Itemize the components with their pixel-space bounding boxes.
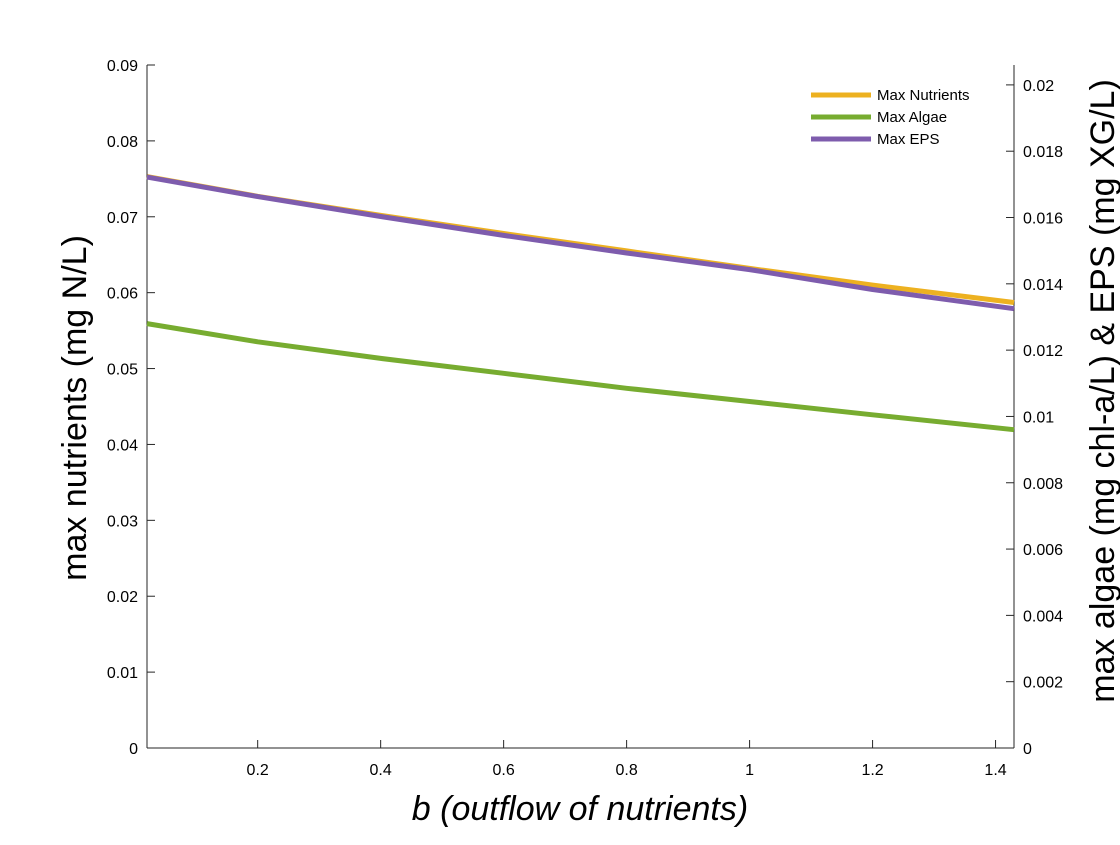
x-axis-title: b (outflow of nutrients) [412, 790, 748, 828]
series-lines [146, 174, 1015, 433]
x-tick-label: 0.4 [370, 762, 392, 779]
right-y-tick-label: 0.012 [1023, 343, 1063, 360]
x-tick-label: 0.6 [493, 762, 515, 779]
left-y-tick-label: 0.08 [107, 134, 138, 151]
series-line-max-algae [146, 321, 1015, 433]
x-tick-label: 0.8 [615, 762, 637, 779]
legend: Max Nutrients Max Algae Max EPS [811, 87, 970, 148]
right-y-tick-label: 0.018 [1023, 144, 1063, 161]
right-y-tick-label: 0.014 [1023, 277, 1063, 294]
left-y-axis-ticks: 0 0.01 0.02 0.03 0.04 0.05 0.06 0.07 0.08 0.09 [107, 58, 155, 758]
left-y-tick-label: 0.09 [107, 58, 138, 75]
right-y-tick-label: 0.01 [1023, 409, 1054, 426]
legend-label: Max Nutrients [877, 87, 970, 104]
right-y-tick-label: 0 [1023, 741, 1032, 758]
left-y-tick-label: 0.06 [107, 286, 138, 303]
left-y-tick-label: 0.02 [107, 589, 138, 606]
right-y-axis-ticks: 0 0.002 0.004 0.006 0.008 0.01 0.012 0.014 0.016… [1006, 78, 1063, 758]
left-y-tick-label: 0.01 [107, 665, 138, 682]
left-y-axis-title: max nutrients (mg N/L) [56, 235, 94, 581]
right-y-tick-label: 0.02 [1023, 78, 1054, 95]
right-y-tick-label: 0.006 [1023, 542, 1063, 559]
right-y-tick-label: 0.016 [1023, 211, 1063, 228]
x-tick-label: 1.2 [861, 762, 883, 779]
x-tick-label: 1.4 [984, 762, 1006, 779]
x-tick-label: 0.2 [247, 762, 269, 779]
legend-label: Max Algae [877, 109, 947, 126]
left-y-tick-label: 0.03 [107, 513, 138, 530]
left-y-tick-label: 0.04 [107, 437, 138, 454]
legend-label: Max EPS [877, 131, 940, 148]
left-y-tick-label: 0.07 [107, 210, 138, 227]
right-y-axis-title: max algae (mg chl-a/L) & EPS (mg XG/L) [1084, 79, 1120, 703]
right-y-tick-label: 0.002 [1023, 675, 1063, 692]
right-y-tick-label: 0.008 [1023, 476, 1063, 493]
right-y-tick-label: 0.004 [1023, 608, 1063, 625]
left-y-tick-label: 0.05 [107, 362, 138, 379]
left-y-tick-label: 0 [129, 741, 138, 758]
x-axis-ticks: 0.2 0.4 0.6 0.8 1 1.2 1.4 [247, 740, 1007, 779]
series-line-max-eps [146, 174, 1015, 312]
x-tick-label: 1 [745, 762, 754, 779]
